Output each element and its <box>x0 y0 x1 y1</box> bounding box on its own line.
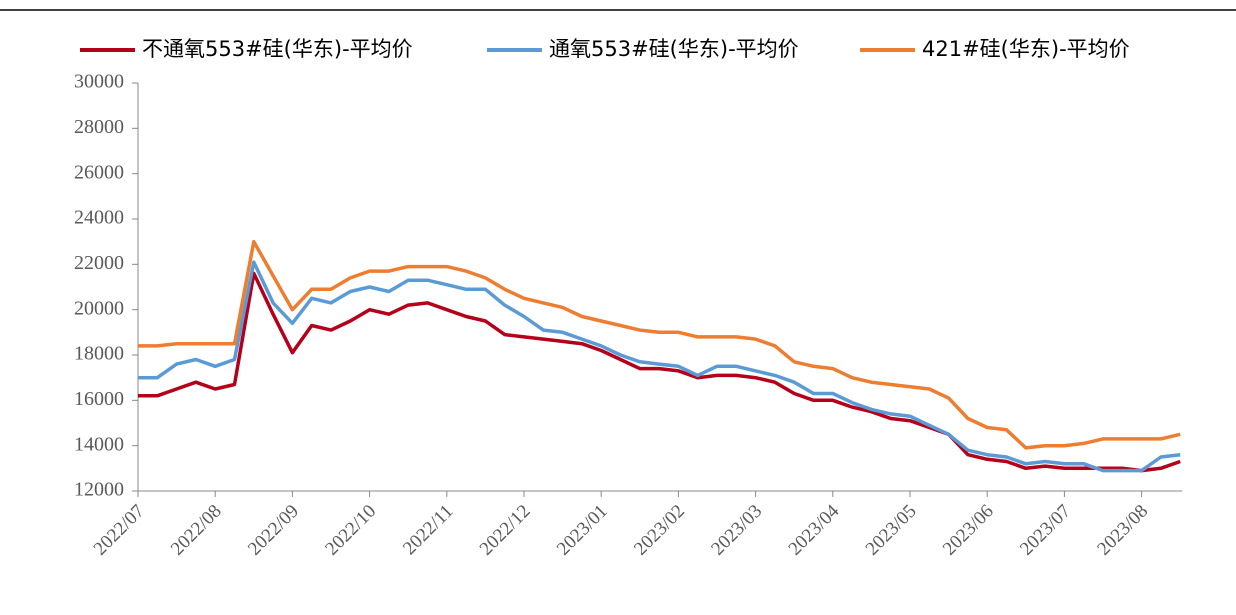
x-tick-label: 2023/04 <box>785 500 844 559</box>
legend-label: 421#硅(华东)-平均价 <box>922 37 1130 61</box>
x-tick-label: 2022/09 <box>244 501 303 560</box>
y-tick-label: 30000 <box>74 71 124 93</box>
series-line <box>138 260 1181 473</box>
x-tick-label: 2022/07 <box>90 501 149 560</box>
legend-label: 不通氧553#硅(华东)-平均价 <box>142 37 413 61</box>
legend-label: 通氧553#硅(华东)-平均价 <box>549 37 799 61</box>
y-tick-label: 12000 <box>74 479 124 501</box>
x-tick-label: 2022/08 <box>167 501 226 560</box>
y-tick-label: 18000 <box>74 343 124 365</box>
series-line <box>138 271 1181 473</box>
y-tick-label: 20000 <box>74 297 124 319</box>
x-tick-label: 2023/02 <box>630 501 689 560</box>
y-tick-label: 26000 <box>74 161 124 183</box>
series-line <box>138 239 1181 450</box>
x-tick-label: 2023/01 <box>553 501 612 560</box>
x-tick-label: 2023/07 <box>1016 501 1075 560</box>
x-tick-label: 2023/08 <box>1093 501 1152 560</box>
y-tick-label: 28000 <box>74 116 124 138</box>
x-tick-label: 2023/05 <box>862 501 921 560</box>
x-tick-label: 2022/10 <box>321 501 380 560</box>
x-tick-label: 2023/06 <box>939 501 998 560</box>
x-tick-label: 2022/11 <box>399 501 457 559</box>
y-tick-label: 14000 <box>74 433 124 455</box>
y-tick-label: 16000 <box>74 388 124 410</box>
y-tick-label: 24000 <box>74 207 124 229</box>
y-tick-label: 22000 <box>74 252 124 274</box>
x-tick-label: 2023/03 <box>707 501 766 560</box>
x-tick-label: 2022/12 <box>476 501 535 560</box>
